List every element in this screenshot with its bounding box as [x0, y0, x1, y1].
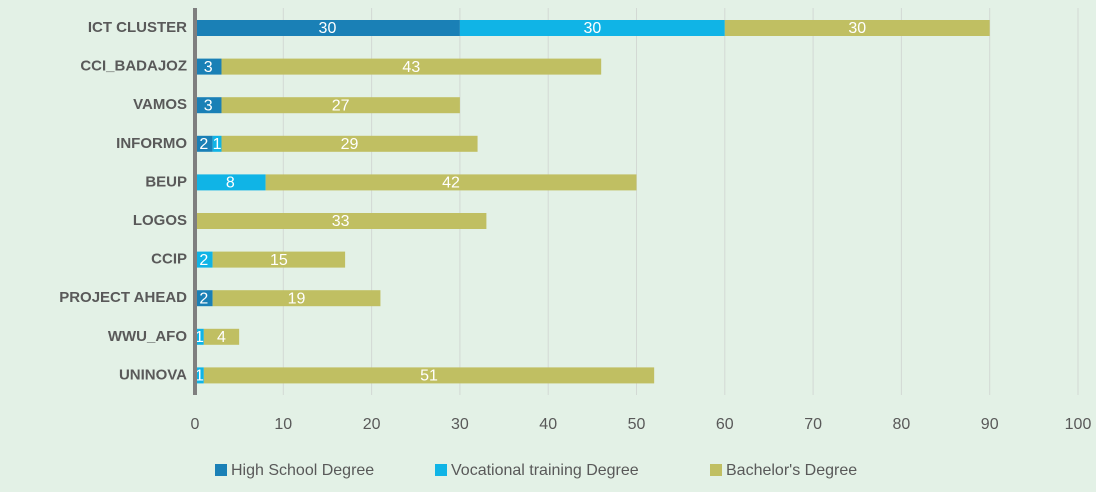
- x-tick-label: 30: [451, 416, 469, 433]
- bar-segment: [195, 328, 204, 345]
- bar-segment: [195, 20, 460, 36]
- data-label: 3: [204, 59, 213, 76]
- bar-segment: [195, 58, 222, 75]
- data-label: 30: [848, 20, 866, 37]
- data-label: 19: [288, 290, 306, 307]
- data-label: 4: [217, 329, 226, 346]
- x-tick-label: 50: [628, 416, 646, 433]
- data-label: 29: [341, 136, 359, 153]
- bar-segment: [195, 174, 266, 191]
- bar-segment: [195, 251, 213, 268]
- bar-segment: [212, 135, 222, 152]
- bar-segment: [265, 174, 637, 191]
- bar-segment: [724, 20, 990, 36]
- bar-segment: [203, 328, 240, 345]
- y-tick-label: LOGOS: [133, 212, 187, 229]
- data-label: 42: [442, 175, 460, 192]
- legend-label: Bachelor's Degree: [726, 462, 857, 479]
- y-tick-label: ICT CLUSTER: [88, 19, 187, 36]
- data-label: 30: [319, 20, 337, 37]
- bar-segment: [221, 97, 460, 114]
- y-tick-label: CCIP: [151, 251, 187, 268]
- bar-segment: [195, 213, 487, 229]
- data-label: 1: [195, 329, 204, 346]
- bar-segment: [195, 97, 222, 114]
- data-label: 30: [583, 20, 601, 37]
- y-tick-label: INFORMO: [116, 135, 187, 152]
- bar-segment: [203, 367, 655, 384]
- bar-segment: [221, 58, 602, 75]
- x-tick-label: 100: [1065, 416, 1092, 433]
- data-label: 15: [270, 252, 288, 269]
- bar-segment: [195, 367, 204, 384]
- data-label: 33: [332, 213, 350, 230]
- legend-label: High School Degree: [231, 462, 374, 479]
- bar-segment: [195, 290, 213, 307]
- data-label: 43: [402, 59, 420, 76]
- x-tick-label: 0: [191, 416, 200, 433]
- x-tick-label: 10: [274, 416, 292, 433]
- y-tick-label: WWU_AFO: [108, 328, 187, 345]
- data-label: 8: [226, 175, 235, 192]
- bar-segment: [459, 20, 725, 36]
- legend-swatch: [215, 464, 227, 476]
- data-label: 2: [199, 136, 208, 153]
- data-label: 27: [332, 97, 350, 114]
- legend-swatch: [710, 464, 722, 476]
- y-tick-label: BEUP: [145, 173, 187, 190]
- x-tick-label: 80: [893, 416, 911, 433]
- x-tick-label: 90: [981, 416, 999, 433]
- bar-segment: [221, 135, 478, 152]
- x-tick-label: 70: [804, 416, 822, 433]
- data-label: 51: [420, 368, 438, 385]
- data-label: 3: [204, 97, 213, 114]
- y-tick-label: VAMOS: [133, 96, 187, 113]
- y-tick-label: UNINOVA: [119, 366, 187, 383]
- y-tick-label: CCI_BADAJOZ: [80, 58, 187, 75]
- bar-segment: [212, 290, 381, 307]
- legend-label: Vocational training Degree: [451, 462, 639, 479]
- data-label: 1: [213, 136, 222, 153]
- data-label: 2: [199, 252, 208, 269]
- bar-segment: [195, 135, 213, 152]
- x-tick-label: 20: [363, 416, 381, 433]
- data-label: 2: [199, 290, 208, 307]
- bar-segment: [212, 251, 346, 268]
- y-tick-label: PROJECT AHEAD: [59, 289, 187, 306]
- x-tick-label: 40: [539, 416, 557, 433]
- data-label: 1: [195, 368, 204, 385]
- x-tick-label: 60: [716, 416, 734, 433]
- legend-swatch: [435, 464, 447, 476]
